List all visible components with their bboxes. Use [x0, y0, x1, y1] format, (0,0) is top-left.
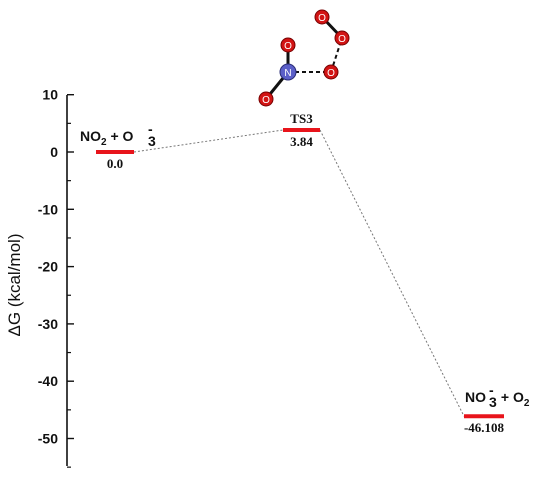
- atom-n-center: N: [279, 63, 297, 81]
- svg-text:O: O: [262, 95, 270, 106]
- atom-o-left: O: [258, 91, 274, 107]
- y-tick-label: 10: [42, 87, 58, 103]
- product-plus: +: [497, 389, 513, 405]
- svg-text:O: O: [338, 34, 346, 45]
- product-rest: + O2: [497, 389, 530, 409]
- value-label-ts3: 3.84: [290, 134, 313, 149]
- y-tick-label: 0: [50, 144, 58, 160]
- connector-line-reactant-ts: [133, 129, 284, 153]
- atom-o-top: O: [280, 37, 296, 53]
- reactant-plus: +: [107, 128, 123, 144]
- y-tick-label: -10: [38, 201, 58, 217]
- reactant-no: NO: [80, 128, 101, 144]
- svg-text:O: O: [318, 13, 326, 24]
- reactant-o3-subscript: 3: [148, 133, 156, 149]
- product-o2-subscript: 2: [524, 398, 530, 409]
- reactant-o: O: [123, 128, 134, 144]
- svg-text:N: N: [284, 68, 291, 79]
- reactant-species-label: NO2 + O: [80, 128, 134, 148]
- ts3-molecule-structure: O O O O N O: [258, 9, 350, 107]
- reactant-o3-superscript: -: [148, 121, 153, 137]
- y-tick-label: -20: [38, 259, 58, 275]
- svg-text:O: O: [284, 41, 292, 52]
- atom-o-end: O: [314, 9, 330, 25]
- y-tick-label: -30: [38, 316, 58, 332]
- atom-o-middle: O: [334, 30, 350, 46]
- connector-line-ts-product: [319, 129, 465, 417]
- ts3-label: TS3: [290, 111, 313, 126]
- y-tick-label: -50: [38, 431, 58, 447]
- svg-text:O: O: [327, 68, 335, 79]
- product-no3-subscript: 3: [489, 394, 497, 410]
- product-species-label: NO: [465, 389, 486, 405]
- product-o: O: [513, 389, 524, 405]
- atom-o-bridge: O: [323, 64, 339, 80]
- value-label-product: -46.108: [464, 420, 505, 435]
- y-tick-label: -40: [38, 373, 58, 389]
- product-no: NO: [465, 389, 486, 405]
- y-axis-ticks: 10 0 -10 -20 -30 -40 -50: [38, 87, 74, 468]
- reactant-no-subscript: 2: [101, 137, 107, 148]
- y-axis-label: ΔG (kcal/mol): [5, 234, 24, 337]
- value-label-reactant: 0.0: [107, 156, 123, 171]
- product-no3-superscript: -: [489, 382, 494, 398]
